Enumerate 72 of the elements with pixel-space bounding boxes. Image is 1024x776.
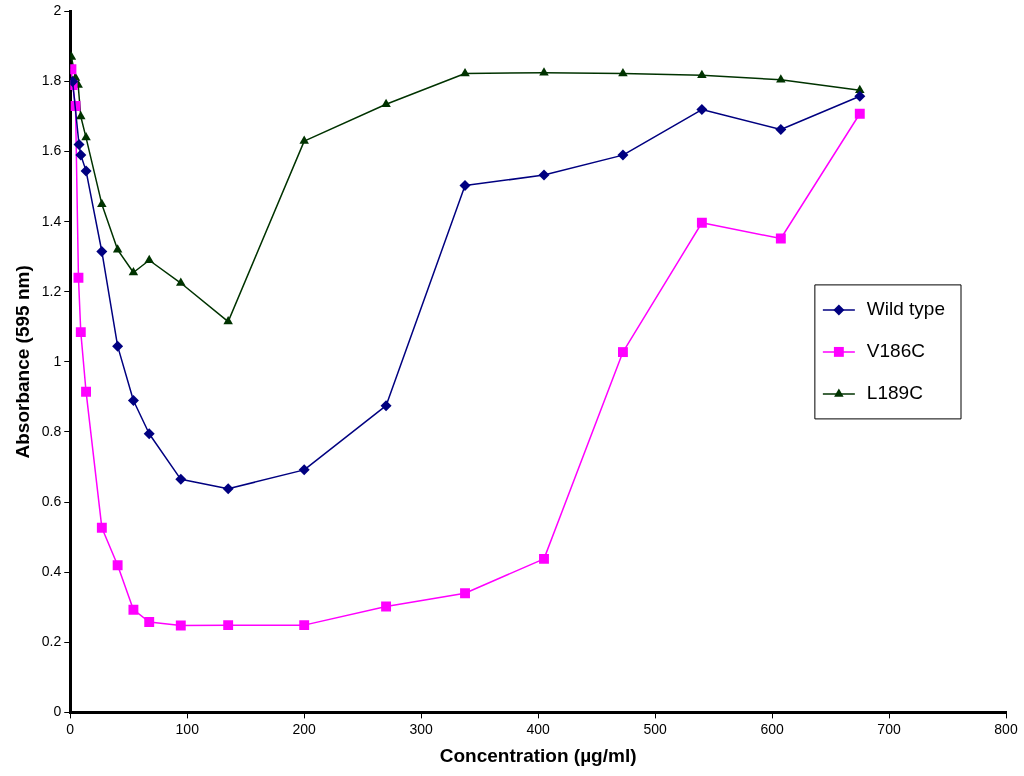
point (80, 165, 92, 177)
y-tick-label: 0.4 (41, 563, 62, 580)
x-axis-title: Concentration (µg/ml) (439, 744, 637, 766)
point (81, 132, 91, 141)
y-tick-label: 2 (53, 2, 62, 19)
x-tick-label: 200 (292, 720, 317, 737)
point (696, 104, 708, 116)
point (538, 169, 550, 181)
point (460, 67, 470, 77)
y-tick-label: 1.4 (41, 212, 62, 229)
x-tick-label: 700 (877, 720, 901, 737)
point (222, 483, 234, 495)
point (299, 135, 309, 144)
point (697, 69, 707, 78)
point (854, 108, 865, 119)
y-tick-label: 1.2 (41, 282, 62, 299)
x-tick-label: 0 (66, 720, 75, 737)
point (299, 620, 310, 631)
y-tick-label: 0.2 (41, 633, 62, 650)
point (775, 124, 787, 136)
x-tick-label: 100 (175, 720, 200, 737)
y-axis-title: Absorbance (595 nm) (11, 265, 33, 459)
point (539, 553, 549, 564)
legend-label: V186C (866, 340, 925, 362)
point (81, 386, 91, 397)
point (128, 267, 139, 276)
point (460, 588, 470, 599)
point (617, 347, 628, 358)
point (96, 245, 108, 257)
legend-label: Wild type (866, 298, 946, 320)
point (175, 620, 186, 631)
point (127, 394, 139, 406)
point (112, 244, 123, 253)
point (73, 272, 84, 283)
point (381, 98, 391, 108)
point (298, 464, 310, 476)
x-tick-label: 300 (409, 720, 434, 737)
point (76, 111, 86, 120)
point (176, 277, 186, 286)
point (73, 139, 85, 151)
point (144, 254, 154, 264)
legend-label: L189C (866, 382, 923, 404)
point (775, 233, 786, 244)
y-tick-label: 1.8 (41, 72, 62, 89)
y-tick-label: 0 (53, 703, 62, 720)
point (75, 327, 86, 338)
point (854, 90, 866, 102)
point (380, 400, 392, 412)
point (143, 428, 155, 440)
point (223, 620, 234, 631)
x-tick-label: 400 (526, 720, 551, 737)
point (75, 149, 87, 161)
point (175, 473, 187, 485)
point (96, 522, 107, 533)
point (97, 198, 107, 207)
point (617, 149, 629, 161)
point (696, 217, 707, 228)
point (144, 617, 155, 627)
y-tick-label: 1 (53, 352, 62, 369)
point (618, 67, 628, 77)
point (112, 560, 123, 571)
x-tick-label: 600 (760, 720, 784, 737)
point (381, 601, 392, 612)
point (459, 180, 471, 192)
y-tick-label: 1.6 (41, 142, 62, 159)
point (223, 316, 233, 325)
y-tick-label: 0.8 (41, 422, 62, 439)
x-tick-label: 500 (643, 720, 667, 737)
point (112, 340, 124, 352)
y-tick-label: 0.6 (41, 492, 62, 509)
x-tick-label: 800 (994, 720, 1018, 737)
point (128, 604, 139, 615)
